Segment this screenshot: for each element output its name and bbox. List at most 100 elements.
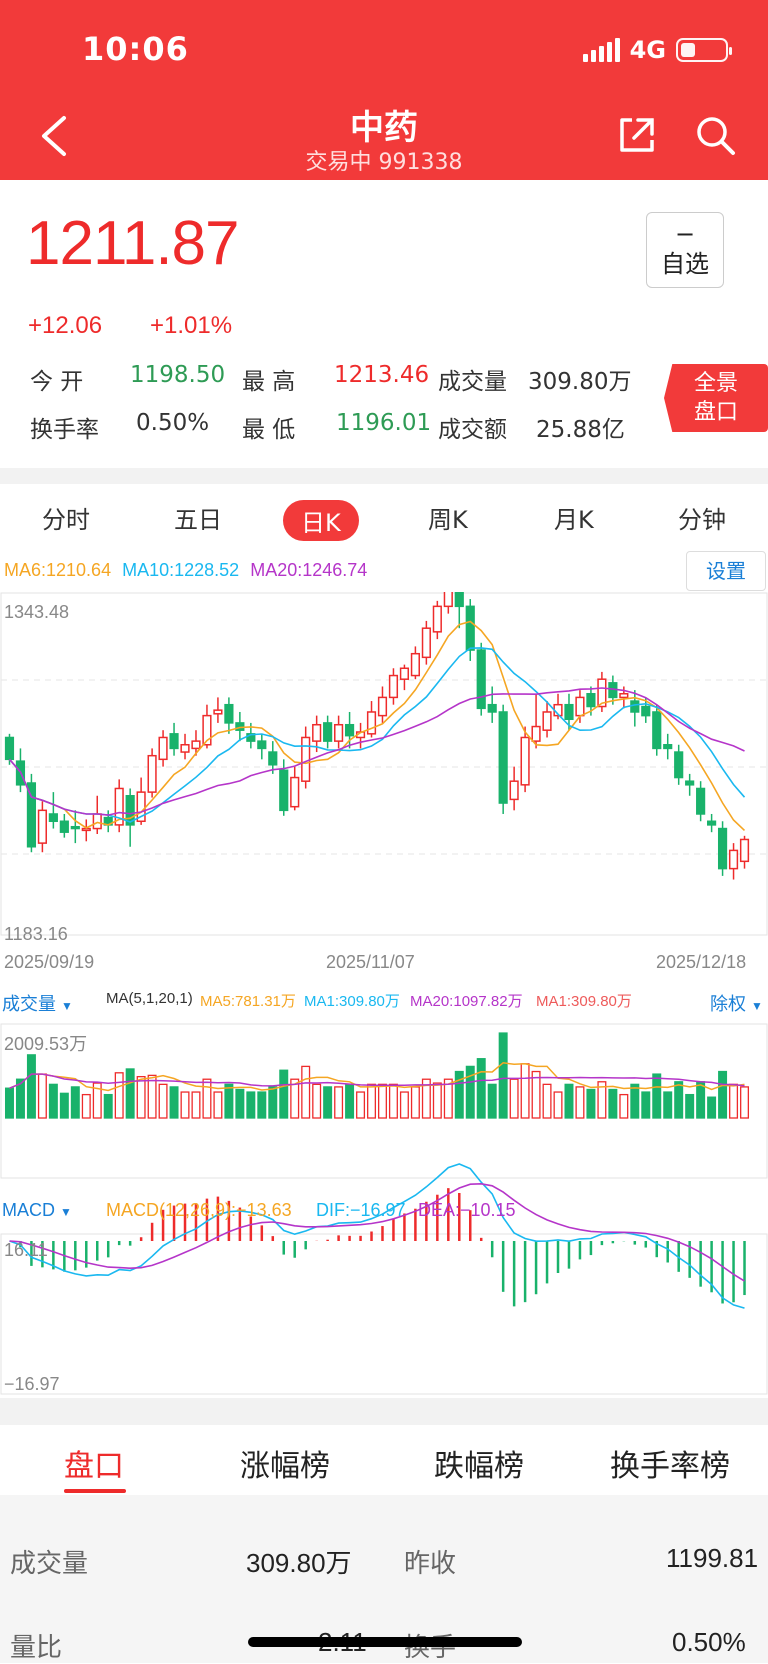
dif-value: DIF:−16.97 [316, 1200, 406, 1220]
open-label: 今 开 [30, 369, 84, 395]
volume-panel-frame [0, 1023, 768, 1179]
candle-body [26, 782, 37, 848]
volume-bar [367, 1083, 377, 1119]
turnover-value: 0.50% [136, 410, 210, 436]
volume-ma1-b: MA1:309.80万 [536, 993, 632, 1010]
chart-settings-button[interactable]: 设置 [686, 551, 766, 591]
volume-bar [718, 1070, 728, 1119]
candle-body [707, 820, 717, 826]
candle-body [564, 703, 574, 721]
volume-bar [257, 1091, 267, 1119]
volume-bar [136, 1076, 146, 1119]
volume-bar [619, 1093, 629, 1119]
ma6-legend: MA6:1210.64 [4, 560, 112, 580]
candle-body [630, 700, 640, 713]
macd-indicator-select[interactable]: MACD ▼ [2, 1200, 72, 1221]
volume-ma5: MA5:781.31万 [200, 993, 296, 1010]
volume-bar [597, 1081, 607, 1119]
amount-label: 成交额 [438, 417, 507, 443]
candle-body [531, 725, 541, 742]
vol-ma20-line [9, 1073, 745, 1089]
price-change-pct: +1.01% [150, 312, 233, 339]
volume-bar [279, 1069, 289, 1119]
adjust-select[interactable]: 除权 ▼ [710, 990, 763, 1016]
high-value: 1213.46 [334, 362, 430, 388]
date-label-end: 2025/12/18 [656, 952, 747, 972]
tab-five-day[interactable]: 五日 [174, 506, 222, 534]
volume-params: MA(5,1,20,1) [106, 990, 193, 1007]
amount-value: 25.88亿 [536, 417, 625, 443]
ma6-line [8, 620, 746, 831]
candle-body [476, 649, 486, 710]
tab-order-book[interactable]: 盘口 [64, 1449, 124, 1484]
candle-body [366, 711, 377, 735]
search-icon[interactable] [694, 114, 736, 156]
candle-body [487, 703, 497, 713]
back-arrow-icon[interactable] [36, 114, 76, 158]
bottom-tabs: 盘口 涨幅榜 跌幅榜 换手率榜 [0, 1425, 768, 1495]
candle-body [652, 711, 662, 750]
add-watchlist-button[interactable]: − 自选 [646, 212, 724, 288]
candle-body [323, 722, 333, 742]
tab-daily-k[interactable]: 日K [283, 500, 359, 541]
volume-bar [564, 1083, 574, 1119]
dropdown-icon: ▼ [61, 999, 73, 1013]
status-time: 10:06 [82, 30, 189, 68]
volume-bar [696, 1081, 706, 1119]
date-label-mid: 2025/11/07 [326, 952, 415, 972]
active-tab-underline [64, 1489, 126, 1493]
panorama-button[interactable]: 全景 盘口 [664, 364, 768, 432]
candle-body [125, 795, 135, 826]
candle-body [279, 769, 289, 812]
volume-bar [268, 1086, 278, 1119]
tab-intraday[interactable]: 分时 [42, 506, 90, 534]
tab-losers[interactable]: 跌幅榜 [434, 1449, 524, 1484]
volume-bar [542, 1083, 552, 1119]
tab-monthly-k[interactable]: 月K [554, 506, 594, 534]
candle-body [399, 667, 410, 680]
candle-body [421, 627, 431, 659]
candle-body [224, 703, 234, 724]
volume-bar [685, 1093, 695, 1119]
turnover-label: 换手率 [30, 417, 99, 443]
status-icons: 4G [582, 36, 732, 64]
volume-bar [421, 1078, 431, 1119]
tab-gainers[interactable]: 涨幅榜 [240, 1449, 330, 1484]
volume-bar [443, 1078, 453, 1119]
volume-indicator-select[interactable]: 成交量 ▼ [2, 990, 73, 1016]
vol-ma5-line [9, 1062, 745, 1092]
volume-bar [487, 1083, 497, 1119]
page-subtitle: 交易中 991338 [305, 150, 463, 175]
volume-bar [465, 1065, 475, 1119]
tab-turnover-rank[interactable]: 换手率榜 [610, 1449, 730, 1484]
candle-body [597, 678, 607, 708]
volume-bar [509, 1078, 519, 1119]
watchlist-label: 自选 [661, 250, 709, 278]
candle-body [509, 780, 519, 801]
tab-weekly-k[interactable]: 周K [428, 506, 468, 534]
volume-bar [70, 1086, 80, 1119]
macd-value: MACD(12,26,9):−13.63 [106, 1200, 292, 1220]
tab-minute[interactable]: 分钟 [678, 506, 726, 534]
share-icon[interactable] [618, 116, 656, 154]
volume-bar [48, 1083, 58, 1119]
kline-chart[interactable] [0, 592, 768, 1402]
stats-panel: 成交量 309.80万 昨收 1199.81 量比 2.11 换手 0.50% [0, 1495, 768, 1663]
volume-bar [103, 1093, 113, 1119]
volume-bar [652, 1073, 662, 1119]
candle-body [432, 605, 442, 633]
stat-prev-close-label: 昨收 [404, 1549, 457, 1579]
volume-bar [663, 1091, 673, 1119]
volume-bar [81, 1093, 91, 1119]
volume-label: 成交量 [438, 369, 507, 395]
ma20-legend: MA20:1246.74 [250, 560, 368, 580]
candle-body [158, 736, 168, 761]
volume-bar [476, 1058, 486, 1119]
minus-icon: − [674, 220, 696, 248]
macd-axis-top: 16.11 [4, 1240, 48, 1260]
candle-body [4, 736, 15, 761]
candle-body [202, 714, 212, 746]
open-value: 1198.50 [130, 362, 226, 388]
candle-body [191, 740, 201, 750]
candle-body [685, 780, 695, 786]
